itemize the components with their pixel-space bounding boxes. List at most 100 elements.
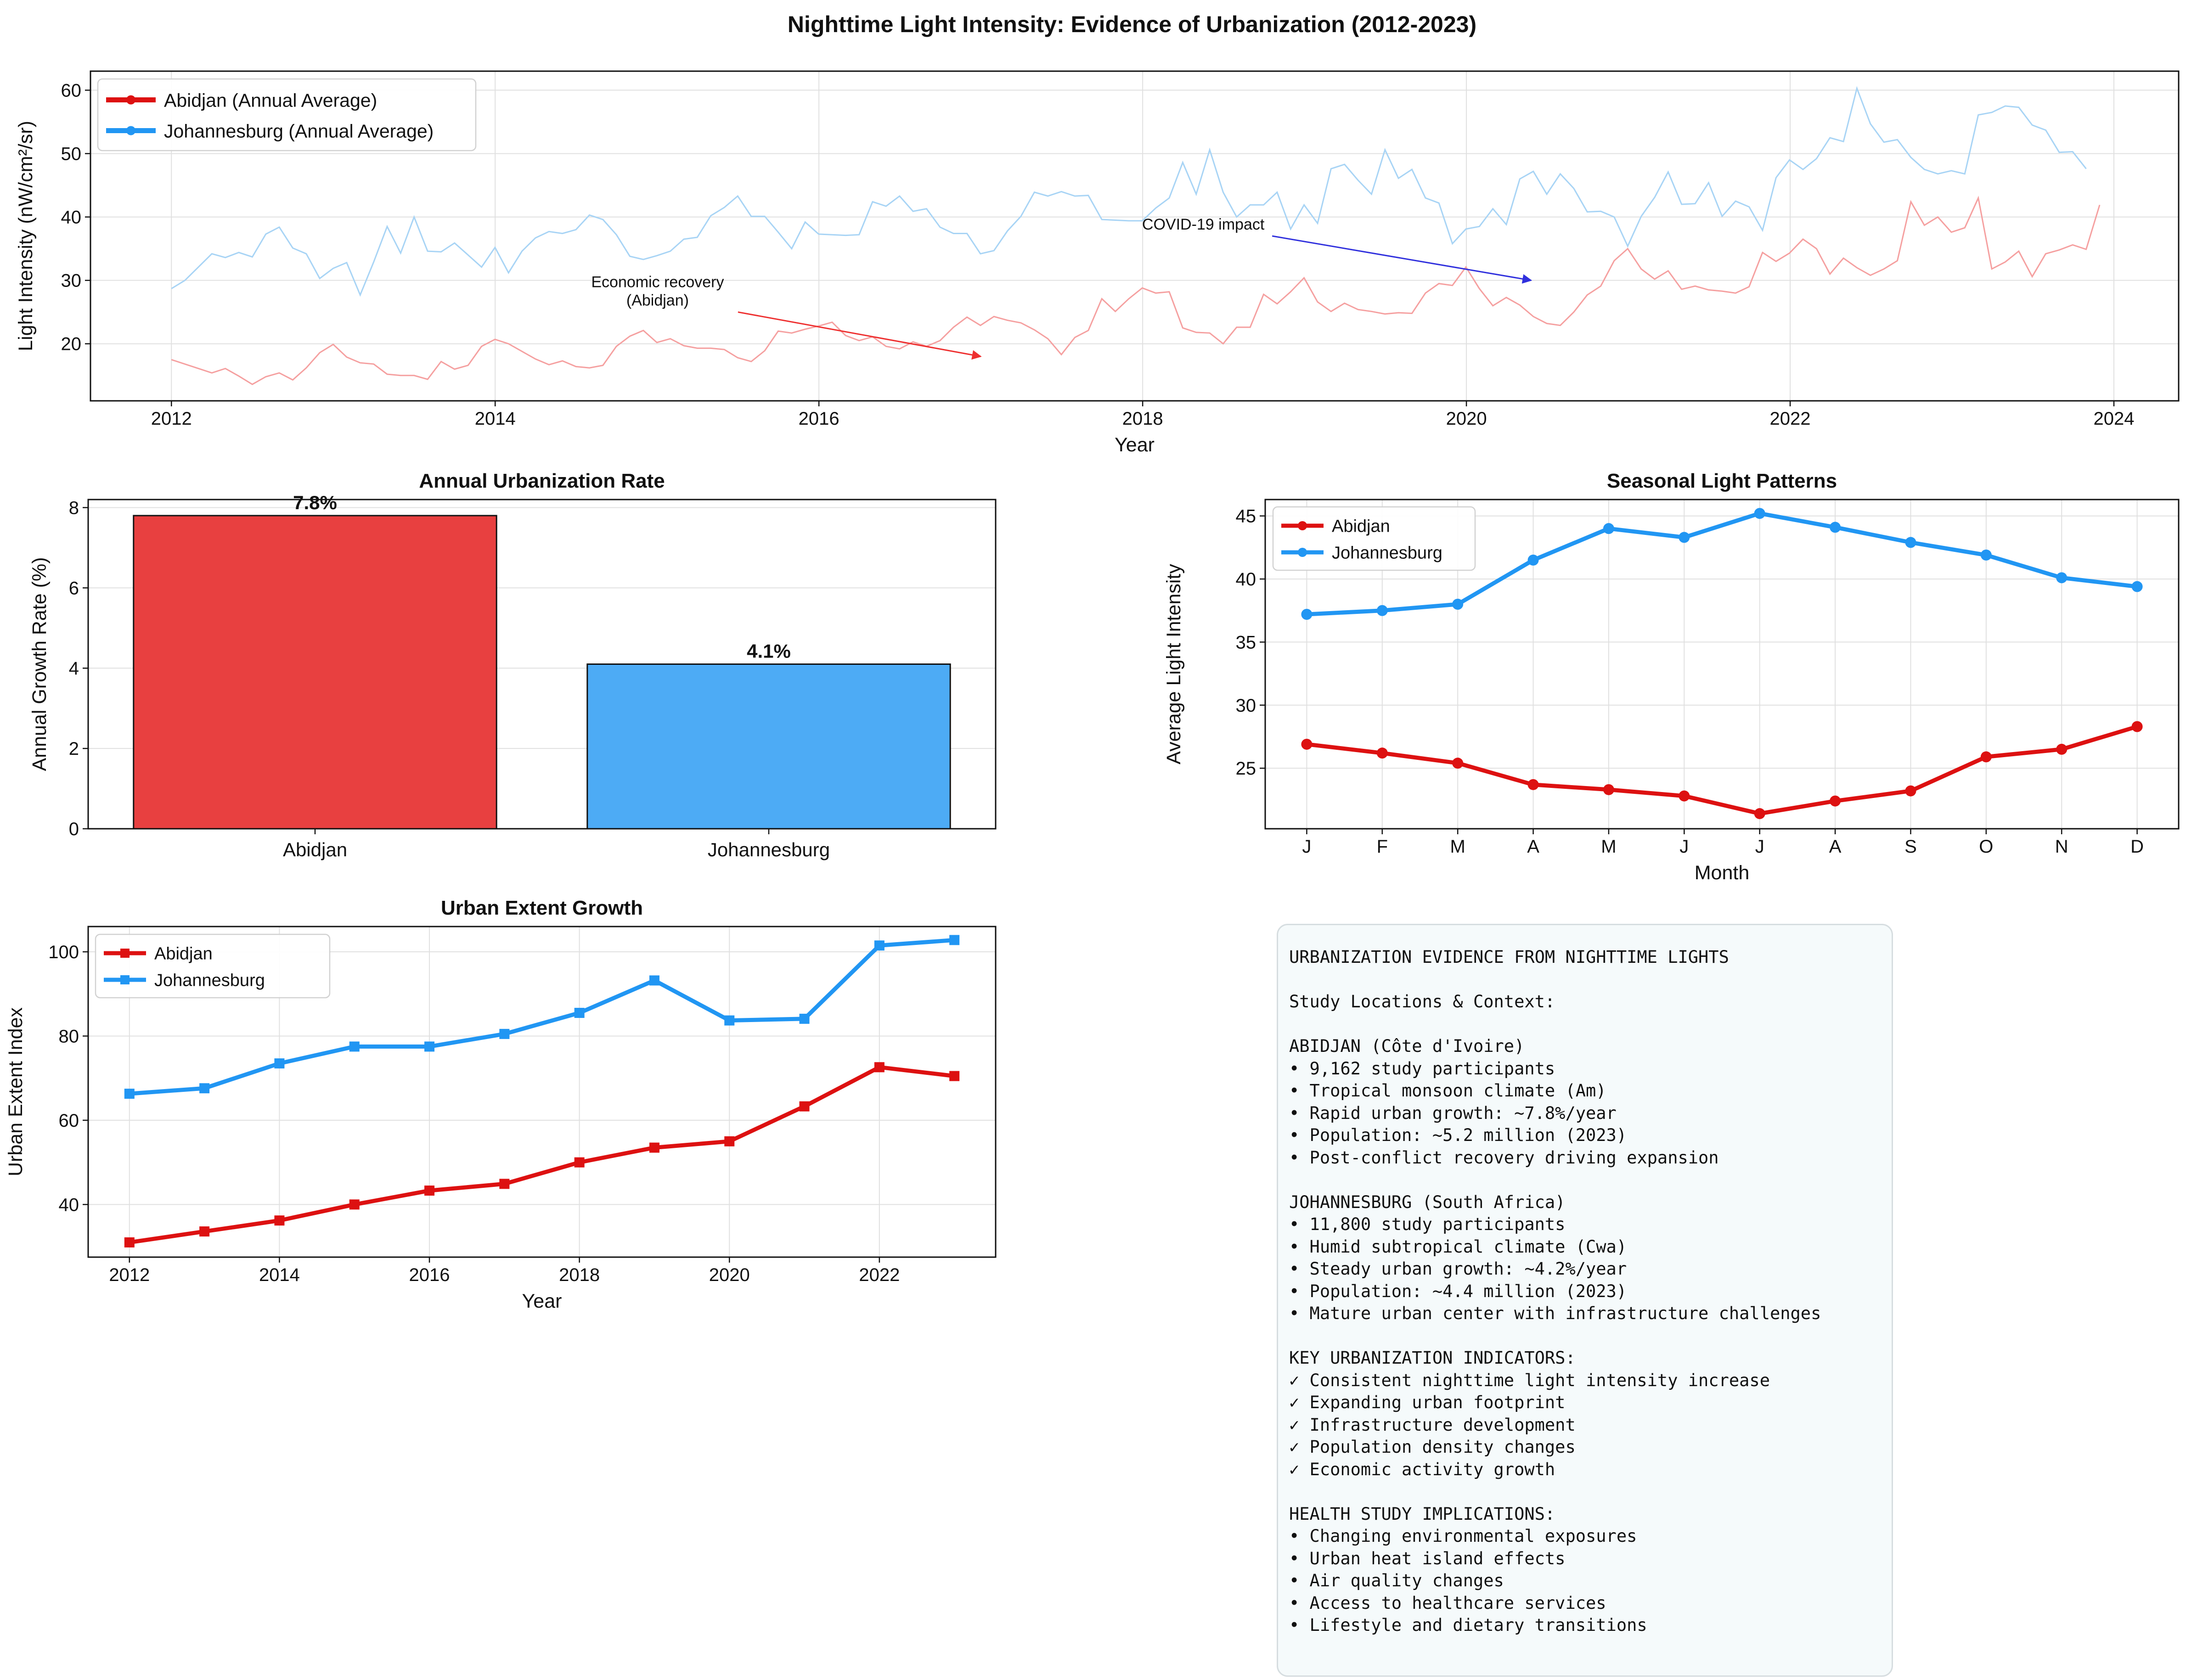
info-box-line: • Tropical monsoon climate (Am)	[1289, 1081, 1606, 1101]
info-box-line: URBANIZATION EVIDENCE FROM NIGHTTIME LIG…	[1289, 947, 1729, 967]
seasonal-chart-point-abidjan	[1452, 758, 1464, 769]
extent-chart-title: Urban Extent Growth	[441, 897, 643, 919]
seasonal-chart-point-johannesburg	[1679, 532, 1690, 543]
monthly-chart-annotation-text-covid: COVID-19 impact	[1142, 216, 1265, 233]
monthly-chart-tick-label-y: 20	[61, 334, 82, 354]
figure-title: Nighttime Light Intensity: Evidence of U…	[788, 11, 1476, 37]
extent-chart-series-johannesburg	[129, 938, 955, 1096]
seasonal-chart-point-abidjan	[1376, 747, 1388, 759]
monthly-chart-series-abidjan	[171, 196, 2101, 385]
seasonal-chart-point-johannesburg	[1452, 599, 1464, 610]
seasonal-chart-point-abidjan	[1603, 784, 1614, 795]
extent-chart-point-abidjan	[949, 1071, 960, 1081]
extent-chart-series-abidjan	[129, 1065, 955, 1245]
monthly-chart-tick-label-x: 2022	[1770, 409, 1811, 429]
info-box-line: • Access to healthcare services	[1289, 1593, 1606, 1613]
seasonal-chart-tick-label-x: N	[2055, 837, 2068, 857]
seasonal-chart-point-johannesburg	[1754, 508, 1765, 519]
seasonal-chart-xlabel: Month	[1695, 862, 1750, 884]
info-box-line: ABIDJAN (Côte d'Ivoire)	[1289, 1036, 1525, 1056]
seasonal-chart-point-johannesburg	[1830, 522, 1841, 533]
extent-chart-point-abidjan	[349, 1199, 360, 1210]
monthly-chart: 2012 2014 2016 2018 2020 2022 2024 20 30 40 50 60 Ec…	[15, 70, 2180, 456]
monthly-chart-tick-label-y: 60	[61, 80, 82, 101]
monthly-chart-annotation-text-economic: (Abidjan)	[626, 292, 689, 309]
extent-chart-point-johannesburg	[799, 1013, 810, 1024]
seasonal-chart-point-abidjan	[2131, 721, 2143, 732]
growth-chart-value-label: 4.1%	[747, 641, 791, 662]
extent-chart-point-johannesburg	[499, 1028, 510, 1039]
extent-chart-tick-label-x: 2018	[559, 1265, 600, 1285]
monthly-chart-legend-label: Johannesburg (Annual Average)	[164, 120, 434, 141]
extent-chart-legend-label: Johannesburg	[154, 971, 265, 990]
extent-chart-point-johannesburg	[124, 1089, 135, 1099]
extent-chart-tick-label-x: 2016	[409, 1265, 450, 1285]
monthly-chart-legend-marker	[126, 126, 135, 135]
extent-chart-point-abidjan	[874, 1062, 885, 1073]
seasonal-chart-point-abidjan	[1527, 779, 1539, 790]
seasonal-chart-point-johannesburg	[1980, 549, 1992, 561]
seasonal-chart-tick-label-x: S	[1904, 837, 1917, 857]
monthly-chart-tick-label-x: 2012	[151, 409, 192, 429]
seasonal-chart-tick-label-x: F	[1377, 837, 1388, 857]
info-box-line: ✓ Population density changes	[1289, 1437, 1576, 1457]
seasonal-chart-point-johannesburg	[2056, 572, 2068, 584]
extent-chart-tick-label-y: 80	[59, 1026, 79, 1046]
extent-chart-legend-label: Abidjan	[154, 944, 213, 964]
extent-chart-point-johannesburg	[349, 1041, 360, 1052]
monthly-chart-tick-label-x: 2020	[1446, 409, 1487, 429]
monthly-chart-tick-label-y: 30	[61, 271, 82, 291]
growth-chart-value-label: 7.8%	[293, 492, 337, 513]
seasonal-chart-point-abidjan	[1980, 751, 1992, 763]
info-box-blank-line	[1289, 1013, 1892, 1036]
seasonal-chart-point-abidjan	[1679, 790, 1690, 802]
monthly-chart-legend-label: Abidjan (Annual Average)	[164, 90, 377, 111]
extent-chart-point-johannesburg	[874, 940, 885, 951]
info-box-line: • Air quality changes	[1289, 1571, 1504, 1590]
seasonal-chart-series-abidjan	[1306, 725, 2138, 816]
growth-chart-frame	[87, 499, 997, 830]
monthly-chart-tick-label-x: 2018	[1122, 409, 1163, 429]
seasonal-chart-point-abidjan	[1830, 795, 1841, 807]
seasonal-chart-tick-label-y: 45	[1236, 506, 1256, 527]
extent-chart-point-johannesburg	[949, 935, 960, 945]
seasonal-chart: J F M A M J J A S O N D 25 30 35 40 45 Seasonal Light Pat…	[1163, 470, 2180, 884]
info-box-line: ✓ Expanding urban footprint	[1289, 1393, 1566, 1412]
info-box-line: JOHANNESBURG (South Africa)	[1289, 1192, 1566, 1212]
info-box-blank-line	[1289, 969, 1892, 991]
growth-chart-bar-abidjan	[133, 515, 497, 830]
monthly-chart-series-johannesburg	[171, 86, 2087, 297]
info-box-line: • Rapid urban growth: ~7.8%/year	[1289, 1103, 1617, 1123]
monthly-chart-tick-label-x: 2014	[475, 409, 516, 429]
seasonal-chart-point-johannesburg	[1905, 537, 1916, 548]
seasonal-chart-point-abidjan	[1301, 738, 1313, 750]
extent-chart-legend-marker	[120, 975, 130, 984]
info-box-line: • Humid subtropical climate (Cwa)	[1289, 1236, 1627, 1257]
seasonal-chart-point-johannesburg	[1376, 605, 1388, 616]
extent-chart-point-abidjan	[424, 1186, 435, 1196]
seasonal-chart-series-johannesburg	[1307, 511, 2138, 617]
growth-chart-tick-label-y: 6	[69, 578, 79, 598]
monthly-chart-frame	[90, 70, 2180, 402]
seasonal-chart-tick-label-y: 40	[1236, 569, 1256, 590]
seasonal-chart-tick-label-x: M	[1450, 837, 1465, 857]
info-box-blank-line	[1289, 1169, 1892, 1191]
seasonal-chart-tick-label-x: O	[1979, 837, 1993, 857]
info-box-line: Study Locations & Context:	[1289, 992, 1555, 1011]
seasonal-chart-ylabel: Average Light Intensity	[1163, 564, 1185, 764]
seasonal-chart-tick-label-y: 25	[1236, 759, 1256, 779]
seasonal-chart-legend-label: Johannesburg	[1332, 544, 1442, 563]
growth-chart: 0 2 4 6 8 7.8% Abidjan 4.1% Johannesburg Annual U…	[28, 470, 997, 860]
extent-chart-tick-label-y: 100	[48, 942, 79, 962]
monthly-chart-tick-label-x: 2016	[799, 409, 839, 429]
extent-chart-tick-label-x: 2022	[859, 1265, 900, 1285]
seasonal-chart-tick-label-x: J	[1755, 837, 1764, 857]
monthly-chart-tick-label-x: 2024	[2094, 409, 2135, 429]
info-box-line: • Population: ~5.2 million (2023)	[1289, 1125, 1627, 1145]
info-box: URBANIZATION EVIDENCE FROM NIGHTTIME LIG…	[1277, 924, 1893, 1677]
seasonal-chart-point-abidjan	[1905, 785, 1916, 797]
extent-chart-frame	[87, 926, 997, 1258]
seasonal-chart-tick-label-y: 30	[1236, 696, 1256, 716]
extent-chart-tick-label-x: 2020	[709, 1265, 750, 1285]
